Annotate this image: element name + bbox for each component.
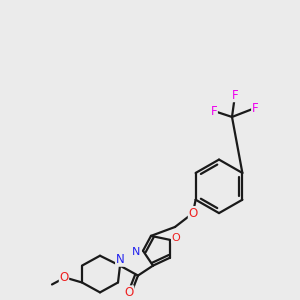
Text: F: F [252,101,258,115]
Text: O: O [59,271,69,284]
Text: F: F [232,89,238,102]
Text: F: F [211,104,217,118]
Text: O: O [124,286,134,299]
Text: O: O [172,233,180,243]
Text: N: N [132,247,140,257]
Text: N: N [116,253,124,266]
Text: O: O [188,207,198,220]
